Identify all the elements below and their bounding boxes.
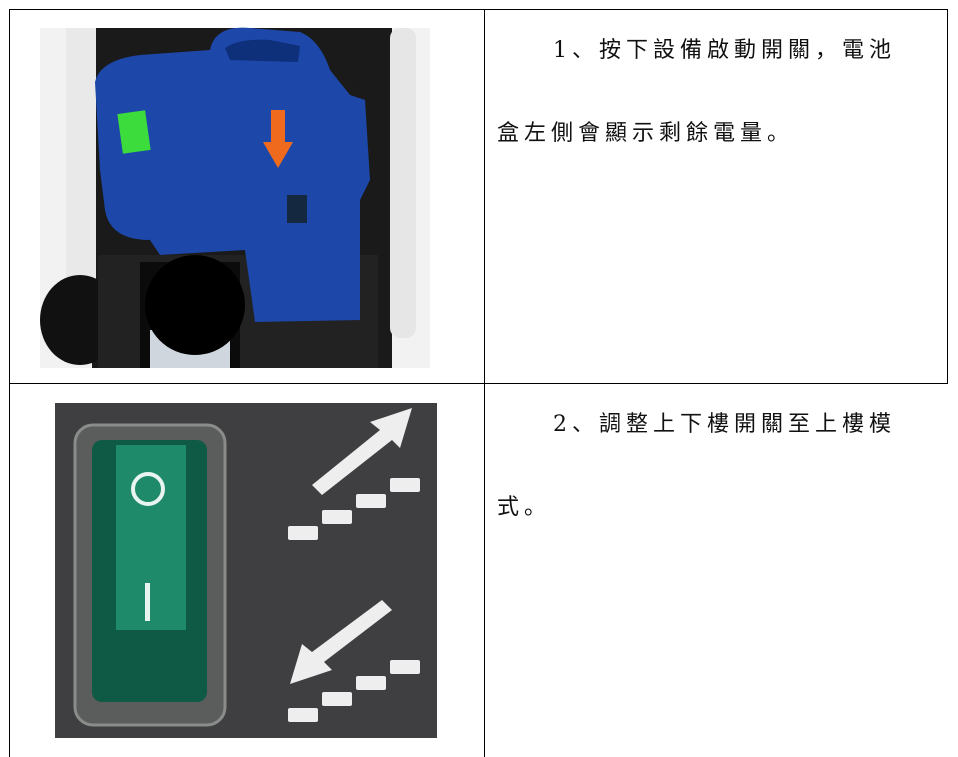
cell-text: 1、按下設備啟動開關，電池 盒左側會顯示剩餘電量。 — [497, 27, 949, 193]
text-line: 式。 — [497, 495, 552, 520]
text-line: 盒左側會顯示剩餘電量。 — [497, 121, 795, 146]
photo-switch — [55, 403, 437, 738]
text-line: 1、按下設備啟動開關，電池 — [553, 38, 896, 63]
cell-text: 2、調整上下樓開關至上樓模 式。 — [497, 401, 949, 567]
photo-battery — [40, 27, 430, 368]
text-line: 2、調整上下樓開關至上樓模 — [553, 412, 896, 437]
